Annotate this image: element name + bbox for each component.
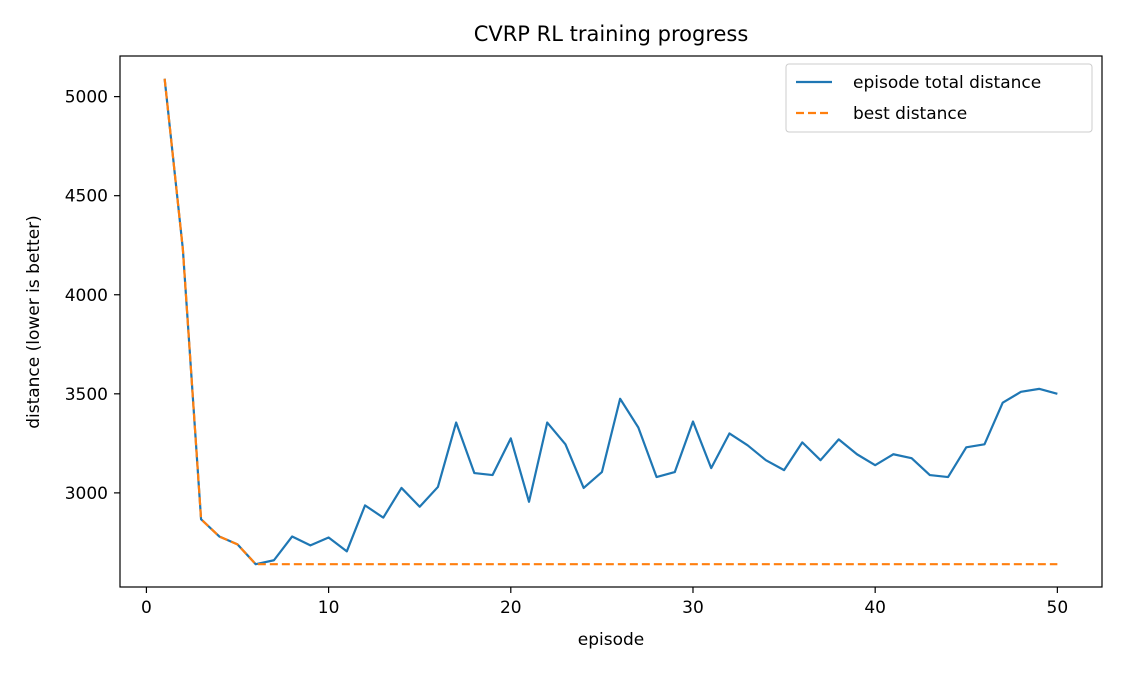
series-line-1 — [163, 78, 1058, 566]
x-tick-label: 30 — [682, 598, 704, 618]
legend-box — [785, 63, 1093, 133]
legend: episode total distance best distance — [785, 63, 1093, 133]
x-tick-label: 20 — [500, 598, 522, 618]
y-axis-label: distance (lower is better) — [24, 215, 44, 429]
plot-area: 0 10 20 30 40 50 3000 3500 4000 4500 5000 — [65, 55, 1103, 618]
x-tick-label: 10 — [318, 598, 340, 618]
x-tick-label: 0 — [141, 598, 152, 618]
chart-title: CVRP RL training progress — [474, 22, 749, 46]
series-line-2 — [163, 78, 1058, 566]
legend-label-1: episode total distance — [853, 73, 1041, 93]
y-tick-label: 3500 — [65, 385, 108, 405]
y-tick-label: 3000 — [65, 484, 108, 504]
x-axis-label: episode — [578, 630, 644, 650]
y-tick-label: 5000 — [65, 88, 108, 108]
y-tick-label: 4500 — [65, 187, 108, 207]
x-tick-label: 50 — [1047, 598, 1069, 618]
axes-frame — [119, 55, 1103, 588]
legend-label-2: best distance — [853, 104, 967, 124]
y-tick-label: 4000 — [65, 286, 108, 306]
x-tick-label: 40 — [864, 598, 886, 618]
